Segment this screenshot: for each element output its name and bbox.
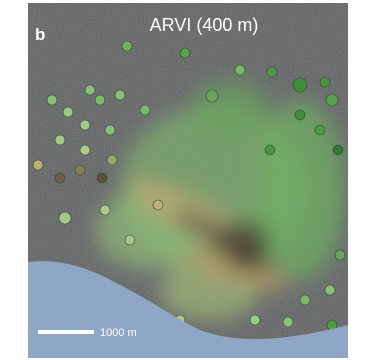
- map-frame: 1000 m b ARVI (400 m): [28, 3, 348, 358]
- dot: [265, 145, 275, 155]
- dot: [315, 125, 325, 135]
- dot: [250, 315, 260, 325]
- panel-label: b: [35, 25, 45, 44]
- dot: [333, 145, 343, 155]
- dot: [105, 125, 115, 135]
- map: 1000 m b ARVI (400 m): [0, 0, 375, 360]
- dot: [267, 67, 277, 77]
- dot: [300, 295, 310, 305]
- dot: [283, 317, 293, 327]
- dot: [95, 95, 105, 105]
- dot: [85, 85, 95, 95]
- dot: [326, 94, 338, 106]
- dot: [115, 90, 125, 100]
- dot: [80, 120, 90, 130]
- green-zone: [190, 80, 270, 140]
- dot: [325, 285, 335, 295]
- dot: [320, 77, 330, 87]
- dot: [55, 135, 65, 145]
- dot: [55, 173, 65, 183]
- dot: [59, 212, 71, 224]
- green-zone: [255, 100, 345, 280]
- dot: [125, 235, 135, 245]
- dot: [63, 107, 73, 117]
- dot: [235, 65, 245, 75]
- page: {"panel_label": "b", "title": "ARVI (400…: [0, 0, 375, 360]
- dot: [335, 250, 345, 260]
- dot: [153, 200, 163, 210]
- dot: [293, 78, 307, 92]
- scale-bar: [38, 330, 94, 334]
- dot: [206, 90, 218, 102]
- dot: [33, 160, 43, 170]
- dot: [107, 155, 117, 165]
- dot: [47, 95, 57, 105]
- dot: [180, 48, 190, 58]
- dot: [295, 110, 305, 120]
- dot: [80, 145, 90, 155]
- scale-bar-label: 1000 m: [100, 327, 137, 339]
- dot: [122, 41, 132, 51]
- dark-core: [228, 254, 272, 270]
- dot: [97, 173, 107, 183]
- map-title: ARVI (400 m): [150, 15, 259, 35]
- dot: [75, 165, 85, 175]
- dot: [100, 205, 110, 215]
- dot: [140, 105, 150, 115]
